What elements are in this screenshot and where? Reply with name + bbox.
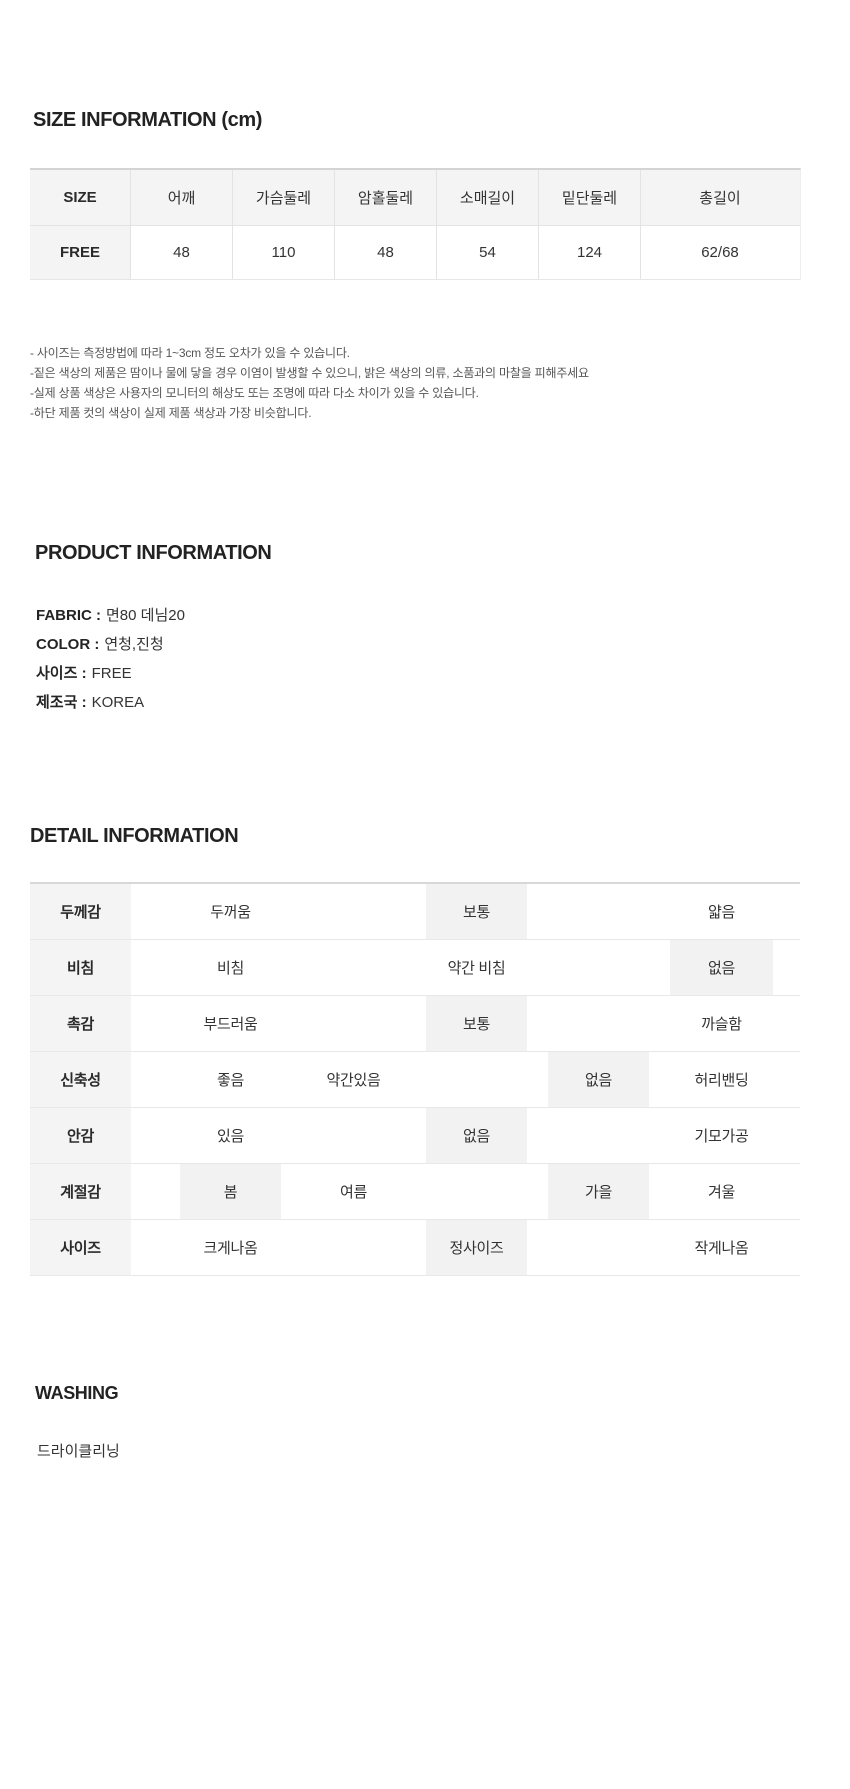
- size-table-header-cell: 밑단둘레: [539, 170, 641, 225]
- product-field-size: 사이즈 : FREE: [36, 659, 830, 688]
- detail-option: 비침: [216, 960, 244, 977]
- detail-information-heading: DETAIL INFORMATION: [30, 825, 239, 847]
- product-information-heading: PRODUCT INFORMATION: [35, 542, 272, 564]
- field-value: FREE: [91, 665, 132, 682]
- size-table-header-cell: 가슴둘레: [233, 170, 335, 225]
- detail-option-selected: 가을: [548, 1164, 649, 1219]
- size-table-header-cell: 암홀둘레: [335, 170, 437, 225]
- detail-option: 부드러움: [203, 1016, 258, 1033]
- size-table-cell: 48: [131, 226, 233, 279]
- detail-option: 여름: [339, 1184, 367, 1201]
- detail-option: 겨울: [707, 1184, 735, 1201]
- size-table-cell: 48: [335, 226, 437, 279]
- field-value: 연청,진청: [104, 636, 164, 653]
- detail-option: 약간있음: [326, 1072, 381, 1089]
- detail-option: 있음: [216, 1128, 244, 1145]
- detail-table: 두께감 두꺼움 보통 얇음 비침 비침 약간 비침 없음 촉감 부드러움 보통 까슬함 신축성 좋음 약간있…: [30, 882, 800, 1276]
- size-table-cell: 124: [539, 226, 641, 279]
- detail-option: 기모가공: [694, 1128, 749, 1145]
- detail-row: 계절감 봄 여름 가을 겨울: [30, 1164, 800, 1220]
- size-table-header-cell: 소매길이: [437, 170, 539, 225]
- field-label: 제조국 :: [36, 694, 87, 711]
- size-note: -짙은 색상의 제품은 땀이나 물에 닿을 경우 이염이 발생할 수 있으니, …: [30, 366, 589, 380]
- detail-option: 좋음: [216, 1072, 244, 1089]
- detail-row-label: 사이즈: [30, 1220, 131, 1275]
- size-information-heading: SIZE INFORMATION (cm): [33, 109, 263, 131]
- field-label: FABRIC :: [36, 607, 101, 624]
- product-field-origin: 제조국 : KOREA: [36, 688, 830, 717]
- field-value: 면80 데님20: [106, 607, 185, 624]
- product-field-color: COLOR : 연청,진청: [36, 630, 830, 659]
- detail-option: 약간 비침: [447, 960, 506, 977]
- product-fields: FABRIC : 면80 데님20 COLOR : 연청,진청 사이즈 : FREE …: [36, 601, 830, 717]
- detail-row: 신축성 좋음 약간있음 없음 허리밴딩: [30, 1052, 800, 1108]
- detail-row-label: 촉감: [30, 996, 131, 1051]
- detail-option-selected: 보통: [426, 996, 527, 1051]
- detail-option-selected: 보통: [426, 884, 527, 939]
- field-label: COLOR :: [36, 636, 100, 653]
- size-table-header-row: SIZE 어깨 가슴둘레 암홀둘레 소매길이 밑단둘레 총길이: [30, 170, 800, 226]
- detail-row-label: 두께감: [30, 884, 131, 939]
- washing-instruction: 드라이클리닝: [37, 1443, 120, 1460]
- detail-option: 크게나옴: [203, 1240, 258, 1257]
- size-table-header-cell: 어깨: [131, 170, 233, 225]
- detail-option-selected: 없음: [548, 1052, 649, 1107]
- field-label: 사이즈 :: [36, 665, 87, 682]
- detail-row: 안감 있음 없음 기모가공: [30, 1108, 800, 1164]
- detail-option: 허리밴딩: [694, 1072, 749, 1089]
- detail-row: 비침 비침 약간 비침 없음: [30, 940, 800, 996]
- detail-option: 얇음: [707, 904, 735, 921]
- size-notes: - 사이즈는 측정방법에 따라 1~3cm 정도 오차가 있을 수 있습니다. …: [30, 343, 830, 423]
- size-table-header-cell: 총길이: [699, 190, 741, 207]
- size-table-cell: 54: [437, 226, 539, 279]
- size-table-cell: 62/68: [701, 244, 739, 261]
- detail-option-selected: 없음: [670, 940, 773, 995]
- size-note: -실제 상품 색상은 사용자의 모니터의 해상도 또는 조명에 따라 다소 차이…: [30, 386, 479, 400]
- detail-row: 두께감 두꺼움 보통 얇음: [30, 884, 800, 940]
- detail-row-label: 계절감: [30, 1164, 131, 1219]
- detail-row: 촉감 부드러움 보통 까슬함: [30, 996, 800, 1052]
- detail-option: 작게나옴: [694, 1240, 749, 1257]
- size-table-cell: FREE: [30, 226, 131, 279]
- size-table-header-cell: SIZE: [30, 170, 131, 225]
- field-value: KOREA: [91, 694, 145, 711]
- detail-option: 까슬함: [701, 1016, 742, 1033]
- size-note: - 사이즈는 측정방법에 따라 1~3cm 정도 오차가 있을 수 있습니다.: [30, 346, 350, 360]
- detail-row-label: 비침: [30, 940, 131, 995]
- size-table-body-row: FREE 48 110 48 54 124 62/68: [30, 226, 800, 280]
- washing-heading: WASHING: [35, 1383, 119, 1403]
- size-table-cell: 110: [233, 226, 335, 279]
- product-field-fabric: FABRIC : 면80 데님20: [36, 601, 830, 630]
- detail-row: 사이즈 크게나옴 정사이즈 작게나옴: [30, 1220, 800, 1276]
- detail-option-selected: 봄: [180, 1164, 281, 1219]
- size-table: SIZE 어깨 가슴둘레 암홀둘레 소매길이 밑단둘레 총길이 FREE 48 110 48 54 12…: [30, 168, 801, 280]
- detail-row-label: 신축성: [30, 1052, 131, 1107]
- detail-option: 두꺼움: [210, 904, 251, 921]
- size-note: -하단 제품 컷의 색상이 실제 제품 색상과 가장 비슷합니다.: [30, 406, 312, 420]
- detail-row-label: 안감: [30, 1108, 131, 1163]
- page: SIZE INFORMATION (cm) SIZE 어깨 가슴둘레 암홀둘레 소매길이…: [0, 108, 830, 1462]
- detail-option-selected: 정사이즈: [426, 1220, 527, 1275]
- detail-option-selected: 없음: [426, 1108, 527, 1163]
